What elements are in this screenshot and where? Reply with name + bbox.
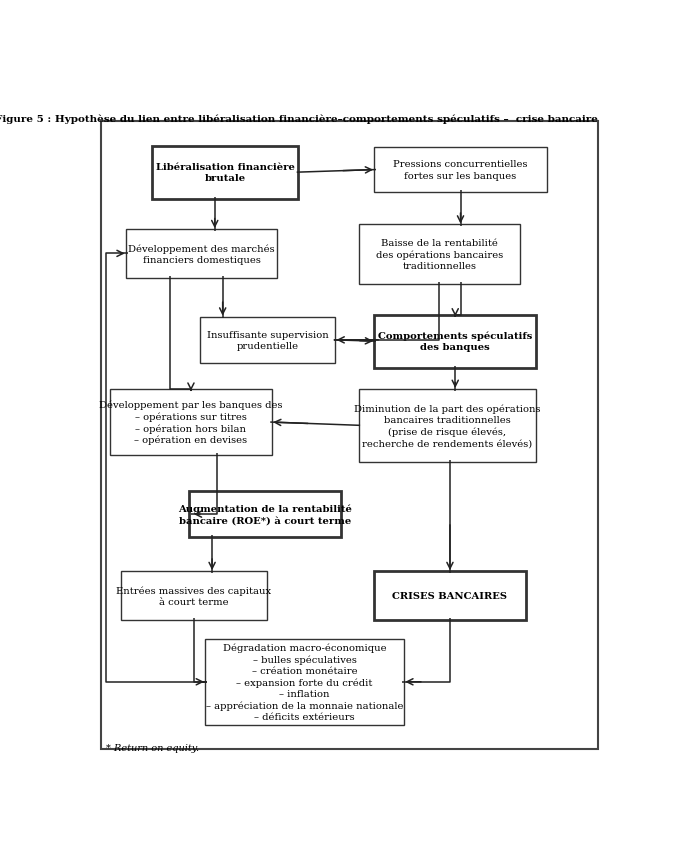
Text: Baisse de la rentabilité
des opérations bancaires
traditionnelles: Baisse de la rentabilité des opérations …: [376, 239, 503, 271]
FancyBboxPatch shape: [110, 389, 272, 456]
Text: Augmentation de la rentabilité
bancaire (ROE*) à court terme: Augmentation de la rentabilité bancaire …: [178, 504, 352, 525]
FancyBboxPatch shape: [205, 639, 404, 725]
FancyBboxPatch shape: [190, 491, 340, 538]
FancyBboxPatch shape: [126, 229, 277, 278]
FancyBboxPatch shape: [374, 315, 536, 368]
FancyBboxPatch shape: [359, 389, 536, 462]
Text: Insuffisante supervision
prudentielle: Insuffisante supervision prudentielle: [207, 330, 329, 351]
Text: Figure 5 : Hypothèse du lien entre libéralisation financière–comportements spécu: Figure 5 : Hypothèse du lien entre libér…: [0, 114, 598, 124]
Text: Développement par les banques des
– opérations sur titres
– opération hors bilan: Développement par les banques des – opér…: [99, 400, 283, 445]
FancyBboxPatch shape: [359, 225, 520, 285]
Text: Libéralisation financière
brutale: Libéralisation financière brutale: [156, 163, 295, 183]
Text: Pressions concurrentielles
fortes sur les banques: Pressions concurrentielles fortes sur le…: [394, 160, 528, 180]
Text: Dégradation macro-économique
– bulles spéculatives
– création monétaire
– expans: Dégradation macro-économique – bulles sp…: [206, 643, 403, 721]
FancyBboxPatch shape: [101, 122, 598, 749]
Text: Entrées massives des capitaux
à court terme: Entrées massives des capitaux à court te…: [116, 585, 271, 606]
FancyBboxPatch shape: [374, 148, 547, 193]
FancyBboxPatch shape: [152, 147, 298, 200]
Text: Diminution de la part des opérations
bancaires traditionnelles
(prise de risque : Diminution de la part des opérations ban…: [354, 404, 541, 448]
Text: * Return on equity.: * Return on equity.: [106, 744, 200, 752]
FancyBboxPatch shape: [121, 572, 267, 620]
Text: Développement des marchés
financiers domestiques: Développement des marchés financiers dom…: [128, 244, 275, 264]
FancyBboxPatch shape: [200, 317, 336, 363]
Text: CRISES BANCAIRES: CRISES BANCAIRES: [392, 591, 507, 601]
Text: Comportements spéculatifs
des banques: Comportements spéculatifs des banques: [378, 332, 533, 352]
FancyBboxPatch shape: [374, 572, 526, 620]
